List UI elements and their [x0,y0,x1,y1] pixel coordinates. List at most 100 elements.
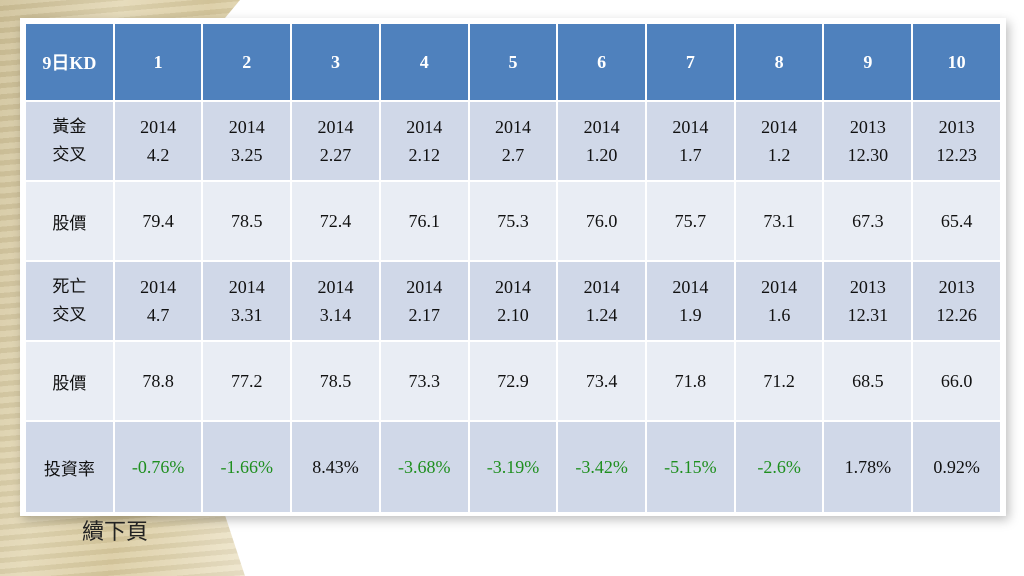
table-cell: 2014 2.17 [378,260,470,342]
row-label: 黃金 交叉 [24,100,115,182]
table-cell: 2013 12.30 [822,100,914,182]
cell-line: -0.76% [131,456,185,477]
table-cell: 76.1 [378,180,470,262]
continued-next-page-note: 續下頁 [82,520,149,545]
table-cell: 2013 12.26 [911,260,1002,342]
table-cell: 2014 2.7 [467,100,559,182]
table-cell: 2014 1.24 [556,260,648,342]
cell-line: 2014 [406,277,443,297]
cell-line: 2014 [761,117,798,137]
cell-line: 2.27 [319,145,352,165]
row-label: 投資率 [24,420,115,514]
table-cell: 73.1 [733,180,825,262]
cell-line: 1.78% [844,456,892,477]
cell-line: 75.3 [497,210,529,231]
cell-line: 2014 [317,277,354,297]
table-cell: 68.5 [822,340,914,422]
table-cell: 65.4 [911,180,1002,262]
table-cell: 78.8 [112,340,204,422]
table-cell: -3.19% [467,420,559,514]
table-cell: 1.78% [822,420,914,514]
table-cell: 2014 1.7 [645,100,736,182]
cell-line: 65.4 [940,210,973,231]
cell-line: 76.0 [585,210,618,231]
cell-line: 3.31 [231,305,263,325]
cell-line: 3.14 [319,305,352,325]
table-cell: 2014 2.27 [290,100,381,182]
row-label-line: 投資率 [43,459,95,480]
cell-line: 76.1 [408,210,440,231]
header-cell: 5 [467,22,559,102]
header-cell: 1 [112,22,204,102]
table-cell: 2014 2.10 [467,260,559,342]
table-cell: 73.3 [378,340,470,422]
cell-line: 2014 [672,117,709,137]
price-row: 股價 78.8 77.2 78.5 73.3 72.9 73.4 71.8 71.2 68.5 66… [24,340,1002,422]
header-cell: 10 [911,22,1002,102]
cell-line: 12.26 [936,305,977,325]
cell-line: 72.4 [319,210,352,231]
table-cell: 0.92% [911,420,1002,514]
cell-line: 1.24 [585,305,618,325]
table-cell: 75.3 [467,180,559,262]
cell-line: 73.3 [408,370,440,391]
cell-line: 1.6 [767,305,791,325]
cell-line: 66.0 [940,370,973,391]
cell-line: 2.12 [408,145,440,165]
row-label-line: 黃金 [52,117,87,137]
cell-line: 2.7 [501,145,525,165]
row-label-line: 股價 [52,213,87,234]
cell-line: 2014 [583,277,620,297]
table-cell: 67.3 [822,180,914,262]
cell-line: 79.4 [142,210,174,231]
cell-line: -2.6% [757,456,801,477]
cell-line: 2014 [140,117,177,137]
header-cell-label: 9日KD [24,22,115,102]
table-cell: -3.42% [556,420,648,514]
table-cell: -0.76% [112,420,204,514]
table-cell: 2014 1.20 [556,100,648,182]
cell-line: 2014 [494,117,531,137]
row-label: 股價 [24,180,115,262]
table-cell: 2014 3.14 [290,260,381,342]
cell-line: 2.10 [497,305,529,325]
table-cell: 76.0 [556,180,648,262]
header-cell: 2 [201,22,293,102]
table-cell: 71.2 [733,340,825,422]
table-cell: 2014 1.2 [733,100,825,182]
cell-line: 1.7 [679,145,702,165]
cell-line: 12.30 [847,145,889,165]
row-label: 股價 [24,340,115,422]
header-cell: 6 [556,22,648,102]
header-cell: 9 [822,22,914,102]
table-cell: 79.4 [112,180,204,262]
table-cell: 75.7 [645,180,736,262]
header-cell: 8 [733,22,825,102]
cell-line: 73.4 [585,370,618,391]
header-cell: 3 [290,22,381,102]
table-cell: 2014 2.12 [378,100,470,182]
cell-line: 3.25 [231,145,263,165]
cell-line: 77.2 [231,370,263,391]
table-cell: 2014 3.25 [201,100,293,182]
cell-line: -1.66% [220,456,274,477]
table-cell: -3.68% [378,420,470,514]
header-row: 9日KD 1 2 3 4 5 6 7 8 9 10 [24,22,1002,102]
cell-line: 12.23 [936,145,977,165]
table-cell: 78.5 [290,340,381,422]
table-cell: -1.66% [201,420,293,514]
kd-table: 9日KD 1 2 3 4 5 6 7 8 9 10 黃金 交叉 2014 4.2 201… [24,22,1002,514]
table-cell: 66.0 [911,340,1002,422]
price-row: 股價 79.4 78.5 72.4 76.1 75.3 76.0 75.7 73.1 67.3 65… [24,180,1002,262]
cell-line: 2014 [140,277,177,297]
death-cross-row: 死亡 交叉 2014 4.7 2014 3.31 2014 3.14 2014 2.17 2014 2… [24,260,1002,342]
cell-line: 71.8 [674,370,707,391]
header-cell: 7 [645,22,736,102]
golden-cross-row: 黃金 交叉 2014 4.2 2014 3.25 2014 2.27 2014 2.12 2014 2… [24,100,1002,182]
table-cell: 2014 4.2 [112,100,204,182]
cell-line: 67.3 [852,210,884,231]
cell-line: 2014 [228,117,265,137]
row-label: 死亡 交叉 [24,260,115,342]
row-label-line: 交叉 [52,305,87,325]
table-cell: 71.8 [645,340,736,422]
